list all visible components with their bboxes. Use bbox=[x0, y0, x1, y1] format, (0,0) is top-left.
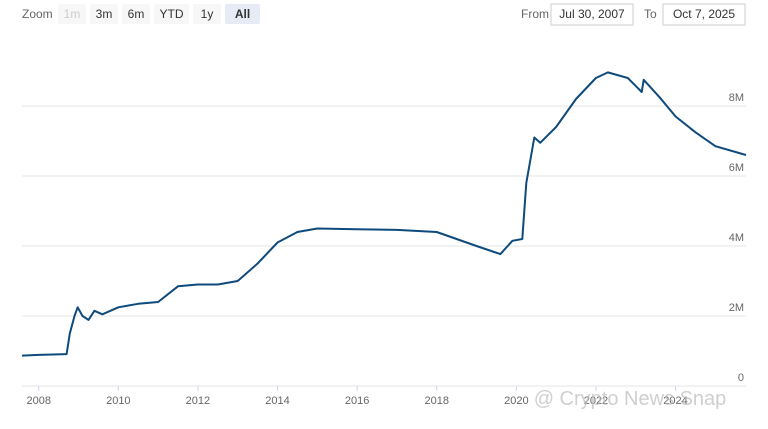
zoom-button-label[interactable]: 1y bbox=[201, 7, 214, 21]
x-tick-label: 2022 bbox=[584, 395, 608, 407]
zoom-button-label[interactable]: All bbox=[235, 7, 250, 21]
y-tick-label: 4M bbox=[729, 232, 744, 244]
zoom-button-label[interactable]: 1m bbox=[64, 7, 81, 21]
to-input[interactable] bbox=[662, 3, 746, 26]
x-tick-label: 2020 bbox=[504, 395, 528, 407]
x-tick-label: 2024 bbox=[663, 395, 687, 407]
zoom-button[interactable] bbox=[58, 4, 86, 24]
to-label: To bbox=[644, 7, 657, 21]
y-tick-label: 6M bbox=[729, 162, 744, 174]
x-tick-label: 2014 bbox=[265, 395, 289, 407]
watermark: @ Crypto News Snap bbox=[534, 388, 727, 410]
from-input[interactable] bbox=[550, 3, 634, 26]
zoom-button-label[interactable]: YTD bbox=[160, 7, 184, 21]
zoom-button[interactable] bbox=[90, 4, 118, 24]
y-tick-label: 8M bbox=[729, 92, 744, 104]
x-tick-label: 2010 bbox=[106, 395, 130, 407]
series-line bbox=[21, 71, 747, 357]
zoom-button[interactable] bbox=[154, 4, 189, 24]
x-tick-label: 2008 bbox=[26, 395, 50, 407]
y-tick-label: 0 bbox=[738, 372, 744, 384]
to-value[interactable]: Oct 7, 2025 bbox=[673, 7, 735, 21]
zoom-button[interactable] bbox=[122, 4, 150, 24]
from-value[interactable]: Jul 30, 2007 bbox=[559, 7, 625, 21]
x-tick-label: 2018 bbox=[424, 395, 448, 407]
y-tick-label: 2M bbox=[729, 302, 744, 314]
zoom-button-label[interactable]: 3m bbox=[96, 7, 113, 21]
zoom-button-label[interactable]: 6m bbox=[128, 7, 145, 21]
from-label: From bbox=[521, 7, 549, 21]
zoom-button[interactable] bbox=[193, 4, 221, 24]
zoom-label: Zoom bbox=[22, 7, 53, 21]
x-tick-label: 2012 bbox=[186, 395, 210, 407]
x-tick-label: 2016 bbox=[345, 395, 369, 407]
zoom-button[interactable] bbox=[225, 4, 260, 24]
